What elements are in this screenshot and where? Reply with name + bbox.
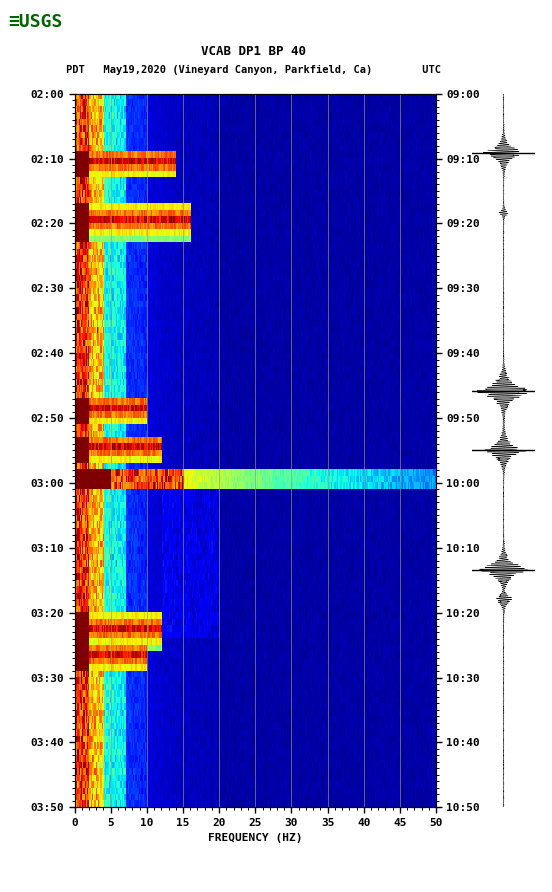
X-axis label: FREQUENCY (HZ): FREQUENCY (HZ) [208, 833, 302, 843]
Text: PDT   May19,2020 (Vineyard Canyon, Parkfield, Ca)        UTC: PDT May19,2020 (Vineyard Canyon, Parkfie… [66, 64, 442, 75]
Text: ≡USGS: ≡USGS [8, 13, 63, 31]
Text: VCAB DP1 BP 40: VCAB DP1 BP 40 [201, 45, 306, 58]
